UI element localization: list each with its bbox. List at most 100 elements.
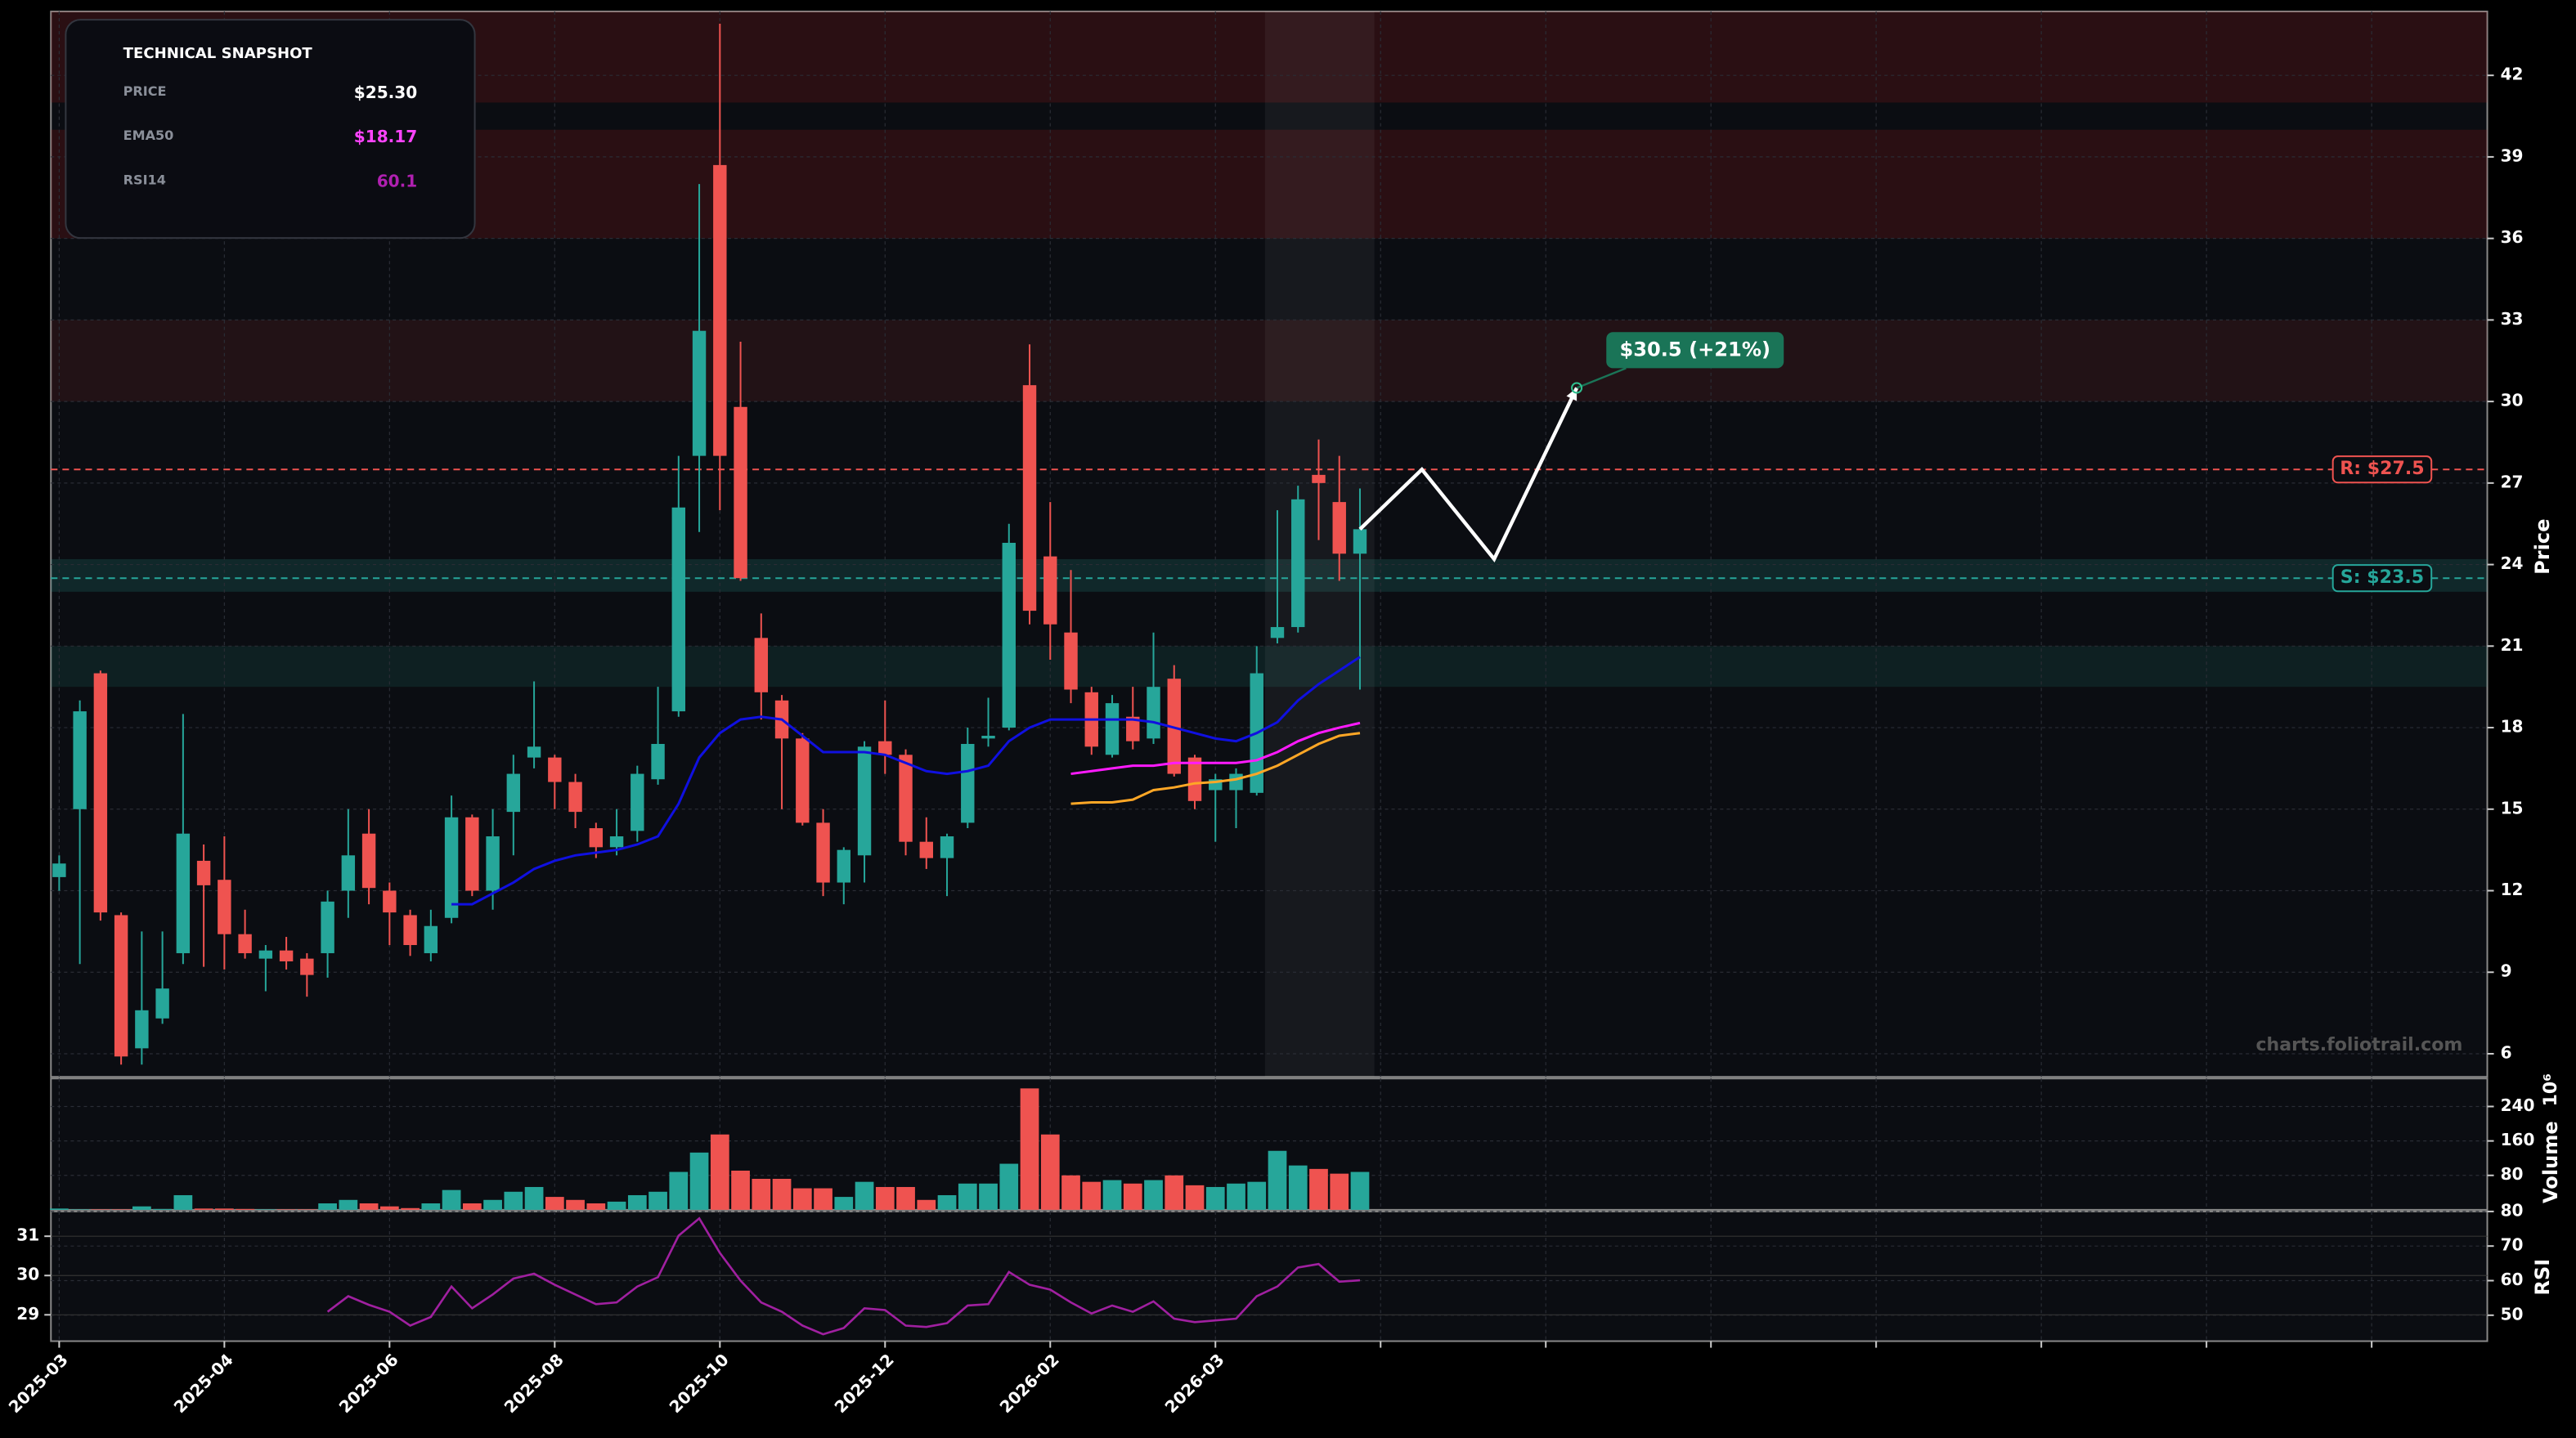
volume-bar	[1144, 1180, 1163, 1210]
candle-body	[857, 746, 872, 856]
volume-bar	[1040, 1134, 1060, 1210]
volume-bar	[276, 1209, 296, 1210]
watermark: charts.foliotrail.com	[2255, 1034, 2462, 1055]
candle-body	[568, 782, 582, 813]
candle-body	[238, 934, 252, 953]
volume-bar	[173, 1194, 193, 1210]
volume-bar	[937, 1194, 957, 1210]
y-tick-label: 15	[2501, 798, 2524, 818]
y-tick-label: 240	[2501, 1095, 2535, 1115]
y2-tick-label: 30	[16, 1265, 39, 1284]
volume-bar	[917, 1199, 936, 1210]
y-tick-label: 18	[2501, 717, 2524, 737]
candle-body	[403, 915, 417, 946]
candle-body	[589, 828, 604, 848]
volume-bar	[979, 1183, 998, 1210]
volume-bar	[256, 1209, 276, 1210]
candle-body	[837, 849, 850, 883]
y-tick-label: 70	[2501, 1235, 2524, 1255]
candle-body	[218, 880, 231, 934]
snapshot-value: $25.30	[354, 83, 418, 102]
y-tick-label: 42	[2501, 65, 2524, 84]
candle-body	[734, 406, 747, 579]
rsi-line	[326, 1216, 1361, 1336]
volume-offset-label: 10⁶	[2540, 1073, 2561, 1106]
candle-body	[1022, 385, 1037, 611]
candle-body	[1353, 529, 1367, 554]
candle-body	[1043, 556, 1057, 625]
volume-bar	[379, 1206, 399, 1210]
projection-label-box	[1606, 332, 1784, 369]
volume-bar	[772, 1178, 792, 1210]
volume-bar	[153, 1208, 172, 1210]
snapshot-box	[65, 19, 476, 240]
snapshot-value: $18.17	[354, 127, 418, 146]
candle-body	[258, 950, 273, 959]
candle-body	[961, 743, 975, 823]
volume-bar	[504, 1191, 523, 1210]
projection-connector	[1576, 367, 1627, 389]
y2-tick-label: 31	[16, 1225, 39, 1245]
volume-bar	[524, 1186, 544, 1210]
candle-body	[300, 958, 314, 975]
candle-body	[465, 817, 479, 891]
projection-label: $30.5 (+21%)	[1619, 338, 1770, 361]
volume-bar	[752, 1178, 771, 1210]
candle-body	[506, 773, 521, 813]
volume-bar	[70, 1209, 89, 1210]
y-tick-label: 24	[2501, 553, 2524, 573]
candle-body	[796, 738, 810, 823]
candle-body	[631, 773, 644, 831]
volume-bar	[132, 1206, 151, 1210]
candle-body	[155, 988, 169, 1019]
candle-body	[1126, 716, 1140, 741]
ema-line	[451, 656, 1361, 906]
volume-bar	[339, 1199, 358, 1210]
volume-bar	[792, 1188, 812, 1210]
volume-axis-label: Volume	[2539, 1121, 2562, 1203]
candle-body	[1105, 703, 1120, 755]
candle-body	[1187, 757, 1202, 801]
snapshot-label: RSI14	[123, 172, 166, 187]
candle-body	[919, 841, 933, 858]
y-tick-label: 33	[2501, 309, 2524, 329]
candle-body	[981, 736, 995, 739]
volume-bar	[318, 1203, 337, 1210]
y-tick-label: 50	[2501, 1304, 2524, 1324]
volume-bar	[91, 1209, 110, 1210]
ema-line	[1070, 721, 1361, 776]
volume-bar	[1165, 1175, 1184, 1210]
snapshot-label: EMA50	[123, 128, 174, 143]
candle-body	[1229, 773, 1243, 791]
candle-body	[1064, 632, 1078, 690]
snapshot-value: 60.1	[377, 171, 418, 190]
candle-body	[444, 817, 459, 918]
candle-body	[754, 638, 769, 692]
projection-line	[1358, 387, 1579, 563]
volume-bar	[1268, 1150, 1287, 1210]
volume-bar	[958, 1183, 977, 1210]
volume-bar	[1082, 1181, 1102, 1210]
y-tick-label: 6	[2501, 1042, 2512, 1062]
level-label-box	[2331, 564, 2433, 593]
candle-body	[1270, 627, 1285, 638]
y-axis-label: Price	[2531, 518, 2554, 574]
volume-bar	[442, 1189, 461, 1210]
volume-bar	[359, 1203, 379, 1210]
projection-target	[1571, 382, 1583, 394]
volume-bar	[194, 1208, 213, 1210]
volume-bar	[1123, 1183, 1142, 1210]
candle-body	[341, 855, 356, 891]
volume-bar	[669, 1171, 689, 1210]
candle-body	[424, 925, 438, 953]
volume-bar	[214, 1208, 234, 1210]
volume-bar	[1350, 1171, 1370, 1210]
candle-body	[548, 757, 562, 782]
volume-bar	[586, 1203, 606, 1210]
volume-bar	[855, 1181, 874, 1210]
candle-body	[609, 836, 624, 848]
candle-body	[321, 901, 334, 953]
volume-bar	[1247, 1181, 1267, 1210]
candle-body	[1332, 502, 1346, 554]
